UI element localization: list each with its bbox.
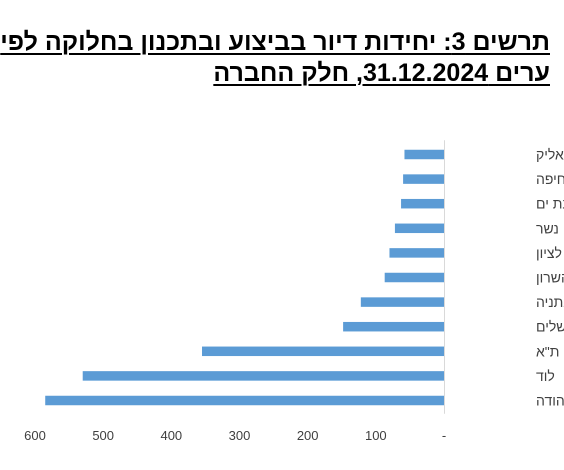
category-label: הוד השרון	[536, 270, 564, 286]
bar-10	[45, 395, 444, 406]
bar-3	[394, 223, 444, 234]
bar-6	[360, 297, 444, 307]
category-label: ראשון לציון	[536, 245, 564, 261]
category-label: נשר	[536, 220, 559, 236]
category-label: ת"א	[536, 343, 559, 359]
category-labels: קרית ביאליק חיפה בת ים נשר ראשון לציון הוד הש…	[536, 147, 564, 409]
chart-title-line-1: תרשים 3: יחידות דיור בביצוע ובתכנון בחלו…	[0, 28, 550, 56]
bar-5	[384, 272, 444, 283]
bar-8	[202, 346, 444, 357]
bar-0	[404, 149, 444, 160]
category-label: נתניה	[536, 294, 564, 310]
chart-title: תרשים 3: יחידות דיור בביצוע ובתכנון בחלו…	[0, 27, 550, 89]
tick-label: 600	[24, 428, 46, 443]
tick-label: 300	[229, 428, 251, 443]
category-label: בת ים	[536, 196, 564, 212]
category-label: קרית ביאליק	[536, 147, 564, 163]
tick-label: 200	[297, 428, 319, 443]
bar-1	[403, 174, 444, 184]
category-label: לוד	[536, 368, 555, 384]
bar-9	[82, 371, 444, 381]
chart-title-line-2: ערים 31.12.2024, חלק החברה	[213, 59, 550, 87]
bar-7	[343, 321, 444, 332]
tick-label: 500	[92, 428, 114, 443]
tick-labels: 600 500 400 300 200 100 -	[24, 428, 446, 443]
category-label: חיפה	[536, 171, 564, 187]
tick-label: 100	[365, 428, 387, 443]
bars-group	[45, 149, 444, 406]
bar-4	[389, 248, 444, 258]
tick-label: -	[442, 428, 446, 443]
bar-2	[401, 198, 444, 209]
category-label: ירושלים	[536, 319, 564, 335]
tick-label: 400	[160, 428, 182, 443]
category-label: אור יהודה	[536, 393, 564, 409]
